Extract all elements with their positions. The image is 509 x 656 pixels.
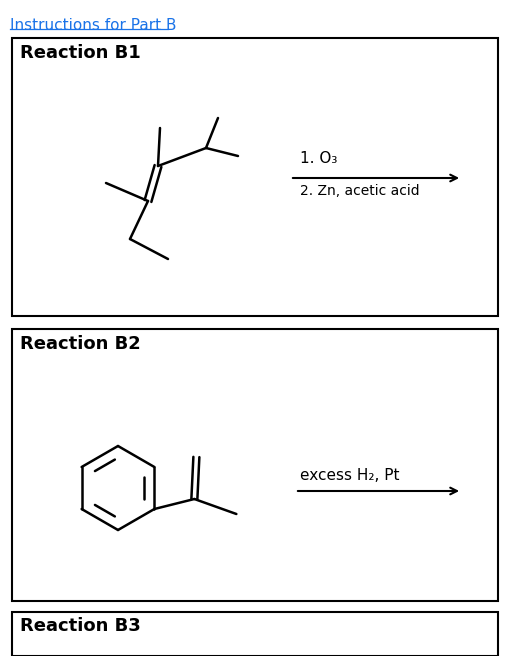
Text: Reaction B2: Reaction B2 <box>20 335 140 353</box>
Text: 2. Zn, acetic acid: 2. Zn, acetic acid <box>299 184 419 198</box>
Text: 1. O₃: 1. O₃ <box>299 151 337 166</box>
Text: Reaction B1: Reaction B1 <box>20 44 140 62</box>
Text: excess H₂, Pt: excess H₂, Pt <box>299 468 399 483</box>
Bar <box>12 612 497 656</box>
Bar <box>12 329 497 601</box>
Bar <box>12 38 497 316</box>
Text: Reaction B3: Reaction B3 <box>20 617 140 635</box>
Text: Instructions for Part B: Instructions for Part B <box>10 18 176 33</box>
